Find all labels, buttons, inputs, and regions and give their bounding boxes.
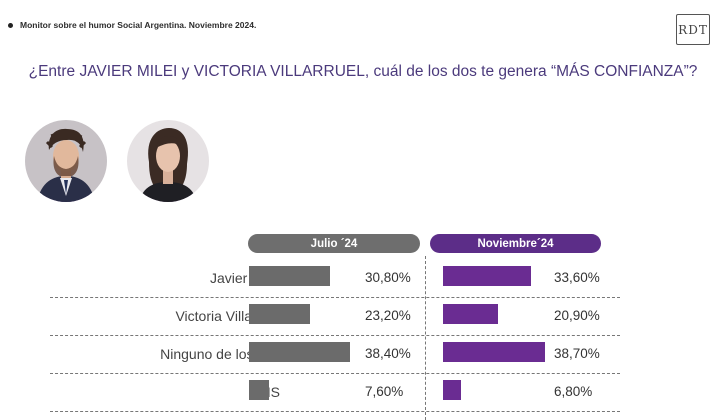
row-divider (50, 335, 620, 336)
value-julio-ns: 7,60% (365, 384, 404, 399)
chart-row: Ninguno de los dos 38,40% 38,70% (50, 336, 620, 374)
chart-row: NS 7,60% 6,80% (50, 374, 620, 412)
rdt-logo: RDT (676, 14, 710, 45)
villarruel-portrait-avatar (127, 120, 209, 202)
row-divider (50, 297, 620, 298)
bar-julio-ninguno (249, 342, 350, 362)
bar-noviembre-ninguno (443, 342, 545, 362)
row-divider (50, 373, 620, 374)
question-title: ¿Entre JAVIER MILEI y VICTORIA VILLARRUE… (28, 63, 698, 80)
bar-julio-victoria-villarruel (249, 304, 310, 324)
value-noviembre-ninguno: 38,70% (554, 346, 600, 361)
legend-julio-24: Julio ´24 (248, 234, 420, 253)
bar-noviembre-ns (443, 380, 461, 400)
survey-subtitle: Monitor sobre el humor Social Argentina.… (20, 20, 257, 30)
subtitle-line: Monitor sobre el humor Social Argentina.… (8, 20, 256, 30)
value-julio-victoria-villarruel: 23,20% (365, 308, 411, 323)
value-julio-ninguno: 38,40% (365, 346, 411, 361)
chart-row: Victoria Villarruel 23,20% 20,90% (50, 298, 620, 336)
bar-noviembre-javier-milei (443, 266, 532, 286)
bar-julio-ns (249, 380, 269, 400)
legend-noviembre-24: Noviembre´24 (430, 234, 601, 253)
milei-portrait-avatar (25, 120, 107, 202)
bar-chart: Javier Milei 30,80% 33,60% Victoria Vill… (50, 260, 620, 412)
value-noviembre-victoria-villarruel: 20,90% (554, 308, 600, 323)
value-julio-javier-milei: 30,80% (365, 270, 411, 285)
bar-julio-javier-milei (249, 266, 330, 286)
bullet-icon (8, 22, 13, 28)
row-divider (50, 411, 620, 412)
bar-noviembre-victoria-villarruel (443, 304, 498, 324)
woman-portrait-icon (127, 120, 209, 202)
value-noviembre-javier-milei: 33,60% (554, 270, 600, 285)
value-noviembre-ns: 6,80% (554, 384, 593, 399)
column-divider (425, 256, 426, 420)
man-portrait-icon (25, 120, 107, 202)
chart-row: Javier Milei 30,80% 33,60% (50, 260, 620, 298)
